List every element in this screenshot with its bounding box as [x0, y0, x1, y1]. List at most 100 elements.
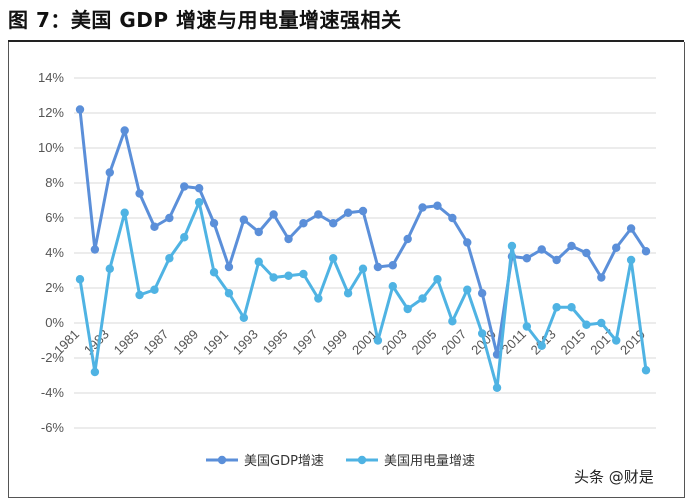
y-tick-label: 4%: [45, 245, 64, 260]
x-tick-label: 1985: [111, 327, 142, 358]
data-point: [105, 168, 114, 177]
data-point: [239, 313, 249, 322]
data-point: [224, 262, 234, 272]
y-tick-label: -2%: [41, 350, 65, 365]
series-line: [78, 109, 648, 356]
data-point: [522, 322, 532, 331]
data-point: [165, 213, 174, 223]
data-point: [537, 245, 546, 254]
data-point: [612, 336, 621, 345]
y-tick-label: 8%: [45, 175, 64, 190]
data-point: [254, 257, 263, 266]
data-point: [522, 254, 532, 263]
y-tick-label: 0%: [45, 315, 64, 330]
data-point: [194, 184, 204, 193]
series-group: [75, 105, 651, 392]
data-point: [373, 262, 383, 272]
data-point: [343, 208, 353, 217]
data-point: [254, 227, 263, 237]
x-axis-ticks: 1981198319851987198919911993199519971999…: [51, 327, 648, 358]
data-point: [463, 238, 472, 247]
data-point: [641, 366, 651, 375]
data-point: [135, 290, 144, 300]
data-point: [90, 245, 100, 254]
data-point: [299, 269, 308, 279]
data-point: [612, 243, 621, 252]
data-point: [343, 289, 353, 298]
data-point: [448, 213, 457, 223]
figure-title: 图 7：美国 GDP 增速与用电量增速强相关: [8, 8, 402, 32]
frame-left-border: [8, 42, 9, 498]
data-point: [165, 254, 174, 263]
data-point: [299, 219, 308, 228]
data-point: [418, 294, 427, 303]
data-point: [477, 289, 487, 298]
data-point: [105, 264, 114, 273]
data-point: [150, 285, 159, 294]
data-point: [597, 273, 606, 282]
data-point: [90, 367, 100, 377]
data-point: [329, 254, 338, 263]
x-tick-label: 1995: [260, 327, 291, 358]
legend-label: 美国GDP增速: [244, 454, 324, 469]
data-point: [507, 241, 517, 251]
y-tick-label: 10%: [38, 140, 64, 155]
x-tick-label: 2007: [438, 327, 469, 358]
x-tick-label: 2015: [557, 327, 588, 358]
legend-item-2: 美国用电量增速: [346, 454, 475, 469]
data-point: [641, 247, 651, 256]
data-point: [180, 233, 189, 242]
data-point: [329, 219, 338, 228]
y-tick-label: 12%: [38, 105, 64, 120]
x-tick-label: 1989: [170, 327, 201, 358]
data-point: [180, 182, 189, 191]
x-tick-label: 1993: [230, 327, 261, 358]
data-point: [567, 241, 576, 251]
x-tick-label: 1997: [289, 327, 320, 358]
gridlines: [74, 77, 656, 429]
x-tick-label: 2003: [379, 327, 410, 358]
data-point: [75, 105, 85, 114]
data-point: [582, 248, 591, 258]
data-point: [120, 126, 129, 135]
x-tick-label: 1987: [140, 327, 171, 358]
data-point: [433, 275, 442, 284]
x-tick-label: 1991: [200, 327, 231, 358]
x-tick-label: 1999: [319, 327, 350, 358]
data-point: [492, 383, 502, 392]
data-point: [418, 203, 427, 212]
data-point: [269, 273, 278, 282]
legend-swatch-marker: [357, 455, 367, 465]
data-point: [626, 255, 636, 265]
data-point: [269, 210, 278, 219]
data-point: [75, 275, 85, 284]
data-point: [433, 201, 442, 210]
series-2: [75, 198, 651, 392]
frame-bottom-border: [8, 497, 685, 498]
watermark: 头条 @财是: [574, 468, 654, 486]
data-point: [314, 294, 323, 303]
data-point: [373, 336, 383, 345]
data-point: [358, 264, 368, 273]
data-point: [567, 303, 576, 312]
data-point: [626, 224, 636, 233]
y-tick-label: -4%: [41, 385, 65, 400]
data-point: [135, 189, 144, 198]
series-1: [75, 105, 651, 359]
data-point: [537, 341, 546, 350]
data-point: [552, 255, 561, 265]
legend-label: 美国用电量增速: [384, 454, 475, 469]
legend-swatch-marker: [217, 455, 227, 465]
series-line: [78, 200, 648, 390]
legend-item-1: 美国GDP增速: [206, 454, 324, 469]
y-tick-label: 14%: [38, 70, 64, 85]
data-point: [597, 318, 606, 328]
data-point: [403, 234, 412, 244]
title-rule: [8, 40, 684, 42]
data-point: [358, 206, 368, 216]
data-point: [284, 271, 293, 280]
y-tick-label: 2%: [45, 280, 64, 295]
legend: 美国GDP增速 美国用电量增速: [206, 454, 475, 469]
data-point: [388, 261, 397, 270]
